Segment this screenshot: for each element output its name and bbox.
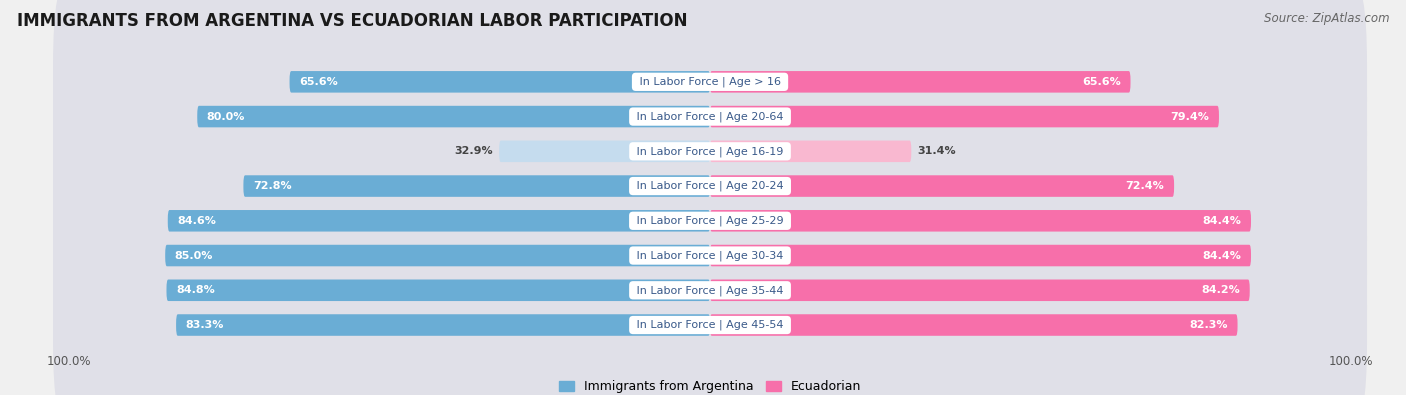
FancyBboxPatch shape	[176, 314, 710, 336]
Text: 83.3%: 83.3%	[186, 320, 224, 330]
Text: In Labor Force | Age 20-24: In Labor Force | Age 20-24	[633, 181, 787, 191]
FancyBboxPatch shape	[53, 222, 1367, 395]
Text: 82.3%: 82.3%	[1189, 320, 1227, 330]
Legend: Immigrants from Argentina, Ecuadorian: Immigrants from Argentina, Ecuadorian	[558, 380, 862, 393]
Text: 84.2%: 84.2%	[1201, 285, 1240, 295]
FancyBboxPatch shape	[53, 13, 1367, 220]
FancyBboxPatch shape	[710, 106, 1219, 127]
Text: 72.4%: 72.4%	[1126, 181, 1164, 191]
Text: IMMIGRANTS FROM ARGENTINA VS ECUADORIAN LABOR PARTICIPATION: IMMIGRANTS FROM ARGENTINA VS ECUADORIAN …	[17, 12, 688, 30]
Text: In Labor Force | Age 35-44: In Labor Force | Age 35-44	[633, 285, 787, 295]
FancyBboxPatch shape	[197, 106, 710, 127]
Text: Source: ZipAtlas.com: Source: ZipAtlas.com	[1264, 12, 1389, 25]
FancyBboxPatch shape	[499, 141, 710, 162]
FancyBboxPatch shape	[710, 210, 1251, 231]
FancyBboxPatch shape	[53, 48, 1367, 255]
Text: 84.4%: 84.4%	[1202, 250, 1241, 261]
FancyBboxPatch shape	[166, 245, 710, 266]
Text: 72.8%: 72.8%	[253, 181, 291, 191]
FancyBboxPatch shape	[53, 187, 1367, 394]
FancyBboxPatch shape	[53, 152, 1367, 359]
FancyBboxPatch shape	[243, 175, 710, 197]
FancyBboxPatch shape	[53, 83, 1367, 290]
Text: 31.4%: 31.4%	[918, 146, 956, 156]
Text: 65.6%: 65.6%	[299, 77, 337, 87]
Text: 84.6%: 84.6%	[177, 216, 217, 226]
FancyBboxPatch shape	[710, 280, 1250, 301]
FancyBboxPatch shape	[166, 280, 710, 301]
FancyBboxPatch shape	[290, 71, 710, 92]
Text: 65.6%: 65.6%	[1083, 77, 1121, 87]
Text: In Labor Force | Age 45-54: In Labor Force | Age 45-54	[633, 320, 787, 330]
FancyBboxPatch shape	[167, 210, 710, 231]
Text: In Labor Force | Age 20-64: In Labor Force | Age 20-64	[633, 111, 787, 122]
FancyBboxPatch shape	[710, 314, 1237, 336]
Text: 80.0%: 80.0%	[207, 111, 245, 122]
FancyBboxPatch shape	[710, 141, 911, 162]
Text: In Labor Force | Age > 16: In Labor Force | Age > 16	[636, 77, 785, 87]
FancyBboxPatch shape	[53, 0, 1367, 185]
Text: 32.9%: 32.9%	[454, 146, 492, 156]
FancyBboxPatch shape	[710, 71, 1130, 92]
Text: 84.4%: 84.4%	[1202, 216, 1241, 226]
FancyBboxPatch shape	[710, 175, 1174, 197]
Text: 85.0%: 85.0%	[174, 250, 214, 261]
Text: In Labor Force | Age 25-29: In Labor Force | Age 25-29	[633, 216, 787, 226]
Text: 84.8%: 84.8%	[176, 285, 215, 295]
Text: In Labor Force | Age 16-19: In Labor Force | Age 16-19	[633, 146, 787, 156]
FancyBboxPatch shape	[53, 117, 1367, 324]
Text: 79.4%: 79.4%	[1170, 111, 1209, 122]
FancyBboxPatch shape	[710, 245, 1251, 266]
Text: In Labor Force | Age 30-34: In Labor Force | Age 30-34	[633, 250, 787, 261]
